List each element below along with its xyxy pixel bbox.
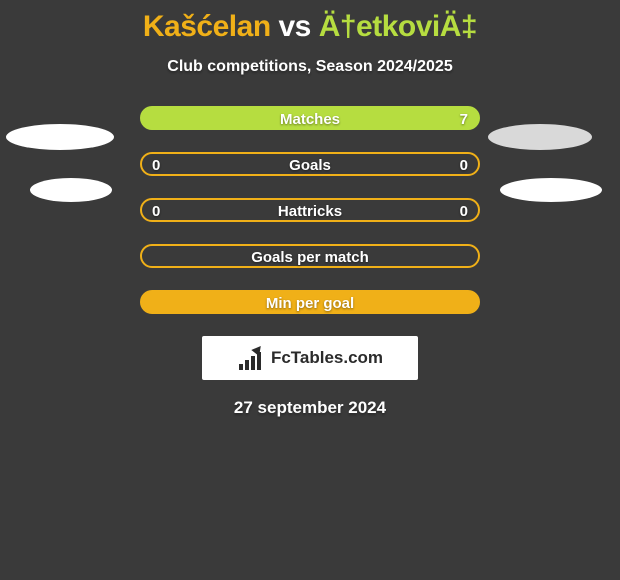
date-caption: 27 september 2024: [0, 398, 620, 418]
subtitle: Club competitions, Season 2024/2025: [0, 58, 620, 76]
stat-row-hattricks: Hattricks0 0: [140, 198, 480, 222]
fctables-badge: FcTables.com: [202, 336, 418, 380]
stat-row-matches: Matches7: [140, 106, 480, 130]
stat-value-right: 0: [460, 154, 468, 178]
fctables-chart-icon: [237, 346, 267, 370]
stat-label: Goals: [142, 154, 478, 178]
stat-row-goals: Goals0 0: [140, 152, 480, 176]
stat-value-right: 0: [460, 200, 468, 224]
stat-value-left: 0: [152, 154, 160, 178]
comparison-title: Kašćelan vs Ä†etkoviÄ‡: [0, 0, 620, 44]
stat-label: Min per goal: [142, 292, 478, 316]
vs-separator: vs: [271, 10, 319, 43]
player-right-name: Ä†etkoviÄ‡: [319, 10, 477, 43]
player-left-name: Kašćelan: [143, 10, 271, 43]
stat-row-min-per-goal: Min per goal: [140, 290, 480, 314]
decor-ellipse: [30, 178, 112, 202]
stat-label: Matches: [142, 108, 478, 132]
stats-container: Matches7Goals00Hattricks00Goals per matc…: [140, 106, 480, 314]
fctables-badge-text: FcTables.com: [271, 348, 383, 368]
decor-ellipse: [488, 124, 592, 150]
decor-ellipse: [500, 178, 602, 202]
decor-ellipse: [6, 124, 114, 150]
stat-label: Hattricks: [142, 200, 478, 224]
stat-row-goals-per-match: Goals per match: [140, 244, 480, 268]
stat-value-left: 0: [152, 200, 160, 224]
stat-label: Goals per match: [142, 246, 478, 270]
stat-value-right: 7: [460, 108, 468, 132]
